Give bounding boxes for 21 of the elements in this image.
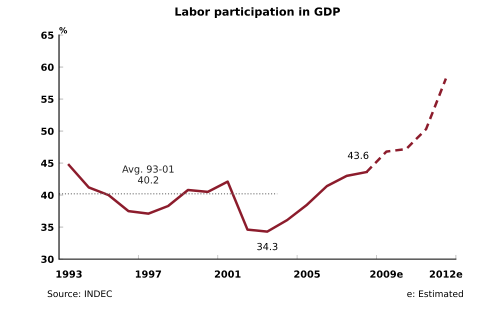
x-tick-label: 2001 <box>214 270 241 278</box>
chart-title: Labor participation in GDP <box>175 7 340 18</box>
ref-line-label: Avg. 93-01 40.2 <box>122 165 174 184</box>
annotation: 43.6 <box>348 152 368 160</box>
x-tick-label: 2005 <box>294 270 320 278</box>
x-tick-label: 1997 <box>136 270 162 278</box>
x-tick-label: 2012e <box>430 270 462 278</box>
x-tick-label: 1993 <box>56 270 82 278</box>
y-tick-label: 30 <box>41 256 54 263</box>
source-note: Source: INDEC <box>48 290 112 298</box>
y-tick-label: 55 <box>41 96 54 103</box>
y-tick-label: 65 <box>41 32 54 39</box>
x-tick-label: 2009e <box>370 270 403 278</box>
annotation: 34.3 <box>257 242 278 250</box>
y-tick-label: 40 <box>41 192 54 199</box>
y-tick-label: 35 <box>41 224 54 231</box>
y-tick-label: 45 <box>41 160 54 167</box>
y-tick-label: 50 <box>41 128 54 135</box>
y-tick-label: 60 <box>41 64 54 71</box>
y-axis-title: % <box>59 27 68 34</box>
text: e: Estimated <box>407 290 463 298</box>
